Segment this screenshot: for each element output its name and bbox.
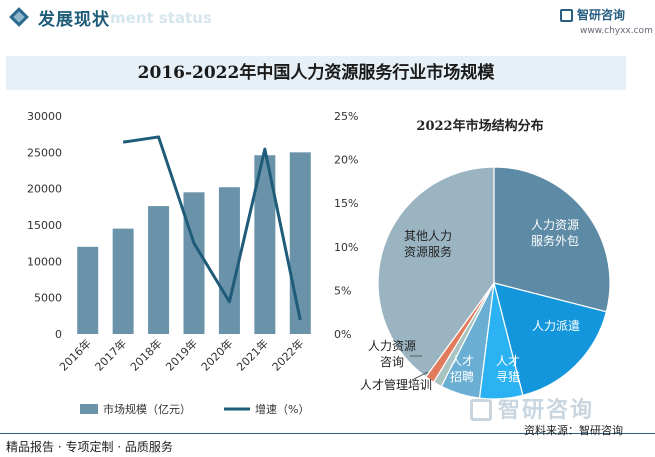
bar-market-size [148,206,170,334]
y-right-tick-label: 10% [334,241,358,254]
section-header: ment status 发展现状 [0,0,655,36]
pie-slice-label: 资源服务 [404,244,452,259]
chart-main-title: 2016-2022年中国人力资源服务行业市场规模 [137,63,495,83]
y-right-tick-label: 25% [334,110,358,123]
x-tick-label: 2016年 [56,336,93,373]
y-left-tick-label: 20000 [27,183,62,196]
pie-slice [493,282,608,397]
footer-divider [0,433,655,434]
y-right-tick-label: 15% [334,197,358,210]
line-growth-rate [122,135,302,321]
y-left-tick-label: 30000 [27,110,62,123]
pie-slice [377,166,495,378]
y-left-tick-label: 15000 [27,219,62,232]
watermark-mark-icon [470,399,492,421]
bar-market-size [183,192,205,334]
bar-market-size [289,152,311,334]
y-right-tick-label: 0% [334,328,351,341]
x-tick-label: 2017年 [92,336,129,373]
x-tick-label: 2021年 [234,336,271,373]
watermark-logo: 智研咨询 [470,392,594,424]
brand-name: 智研咨询 [577,8,626,22]
diamond-icon [9,7,29,27]
pie-slice-label: 咨询 [380,354,404,369]
bar-market-size [254,155,276,334]
title-banner: 2016-2022年中国人力资源服务行业市场规模 [6,56,626,90]
section-subtitle: ment status [110,9,212,27]
legend-bar-swatch [80,404,98,414]
footer-source: 资料来源：智研咨询 [524,424,623,437]
pie-slice-label: 招聘 [450,370,474,384]
footer-tagline: 精品报告 · 专项定制 · 品质服务 [6,440,173,454]
pie-slice [493,166,611,313]
y-right-tick-label: 20% [334,154,358,167]
pie-slice-label: 人力派遣 [532,318,580,333]
section-title: 发展现状 [38,10,110,30]
y-left-tick-label: 10000 [27,255,62,268]
watermark-name: 智研咨询 [498,398,595,423]
pie-slice-label: 人力资源 [368,339,416,353]
y-right-tick-label: 5% [334,284,351,297]
brand-logo: 智研咨询 [560,6,625,23]
bar-market-size [218,187,240,334]
legend-line-label: 增速（%） [255,402,309,416]
y-left-tick-label: 25000 [27,146,62,159]
pie-title: 2022年市场结构分布 [416,118,543,134]
pie-slice-label: 服务外包 [531,233,579,248]
pie-slice-label: 人才 [496,354,520,368]
pie-slice-label: 其他人力 [404,229,452,243]
pie-slice-label: 人才管理培训 [360,377,432,392]
y-left-tick-label: 5000 [34,292,62,305]
x-tick-label: 2019年 [163,336,200,373]
pie-leader-line [411,371,429,381]
brand-url: www.chyxx.com [580,26,653,36]
legend-bar-label: 市场规模（亿元） [103,402,191,416]
pie-slice-label: 寻猎 [496,370,520,384]
pie-slice-label: 人力资源 [531,218,579,232]
pie-slice-label: 人才 [450,354,474,368]
brand-mark-icon [560,9,573,22]
y-left-tick-label: 0 [55,328,62,341]
x-tick-label: 2018年 [127,336,164,373]
x-tick-label: 2020年 [198,336,235,373]
bar-market-size [112,228,134,334]
bar-market-size [77,246,99,334]
x-tick-label: 2022年 [269,336,306,373]
